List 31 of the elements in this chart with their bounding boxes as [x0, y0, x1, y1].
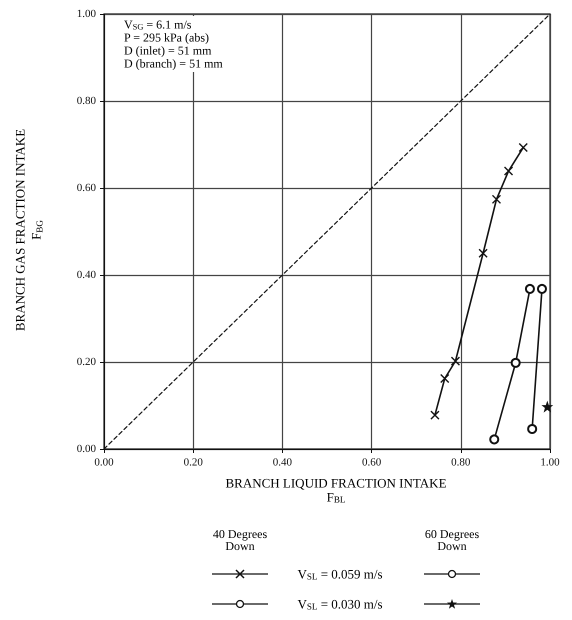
y-tick-label: 0.80 — [76, 95, 96, 107]
y-tick-label: 1.00 — [76, 8, 96, 20]
y-tick-label: 0.20 — [76, 356, 96, 368]
annotation: VSG = 6.1 m/s P = 295 kPa (abs) D (inlet) = 51 mm D (branch) = 51 mm — [124, 18, 224, 70]
x-tick-label: 0.00 — [94, 456, 114, 468]
y-tick-label: 0.60 — [76, 182, 96, 194]
x-tick-label: 0.80 — [451, 456, 471, 468]
y-tick-label: 0.00 — [76, 443, 96, 455]
point — [478, 248, 488, 258]
point — [504, 166, 514, 176]
y-tick-label: 0.40 — [76, 269, 96, 281]
point — [524, 284, 535, 294]
x-axis-title: BRANCH LIQUID FRACTION INTAKE FBL — [225, 476, 447, 504]
x-tick-label: 1.00 — [540, 456, 560, 468]
text: 60 Degrees Down — [424, 527, 480, 553]
point — [510, 358, 521, 368]
text: VSL = 0.059 m/s — [297, 566, 383, 582]
point — [492, 194, 502, 204]
point — [542, 402, 552, 412]
point — [430, 410, 440, 420]
point — [440, 374, 450, 384]
text: 40 Degrees Down — [212, 527, 268, 553]
x-tick-label: 0.20 — [184, 456, 204, 468]
text: VSL = 0.030 m/s — [297, 596, 383, 612]
point — [450, 356, 460, 366]
point — [518, 142, 528, 152]
point — [536, 284, 547, 294]
point — [489, 434, 500, 444]
x-tick-label: 0.60 — [362, 456, 382, 468]
x-tick-label: 0.40 — [272, 456, 293, 468]
point — [527, 424, 538, 434]
